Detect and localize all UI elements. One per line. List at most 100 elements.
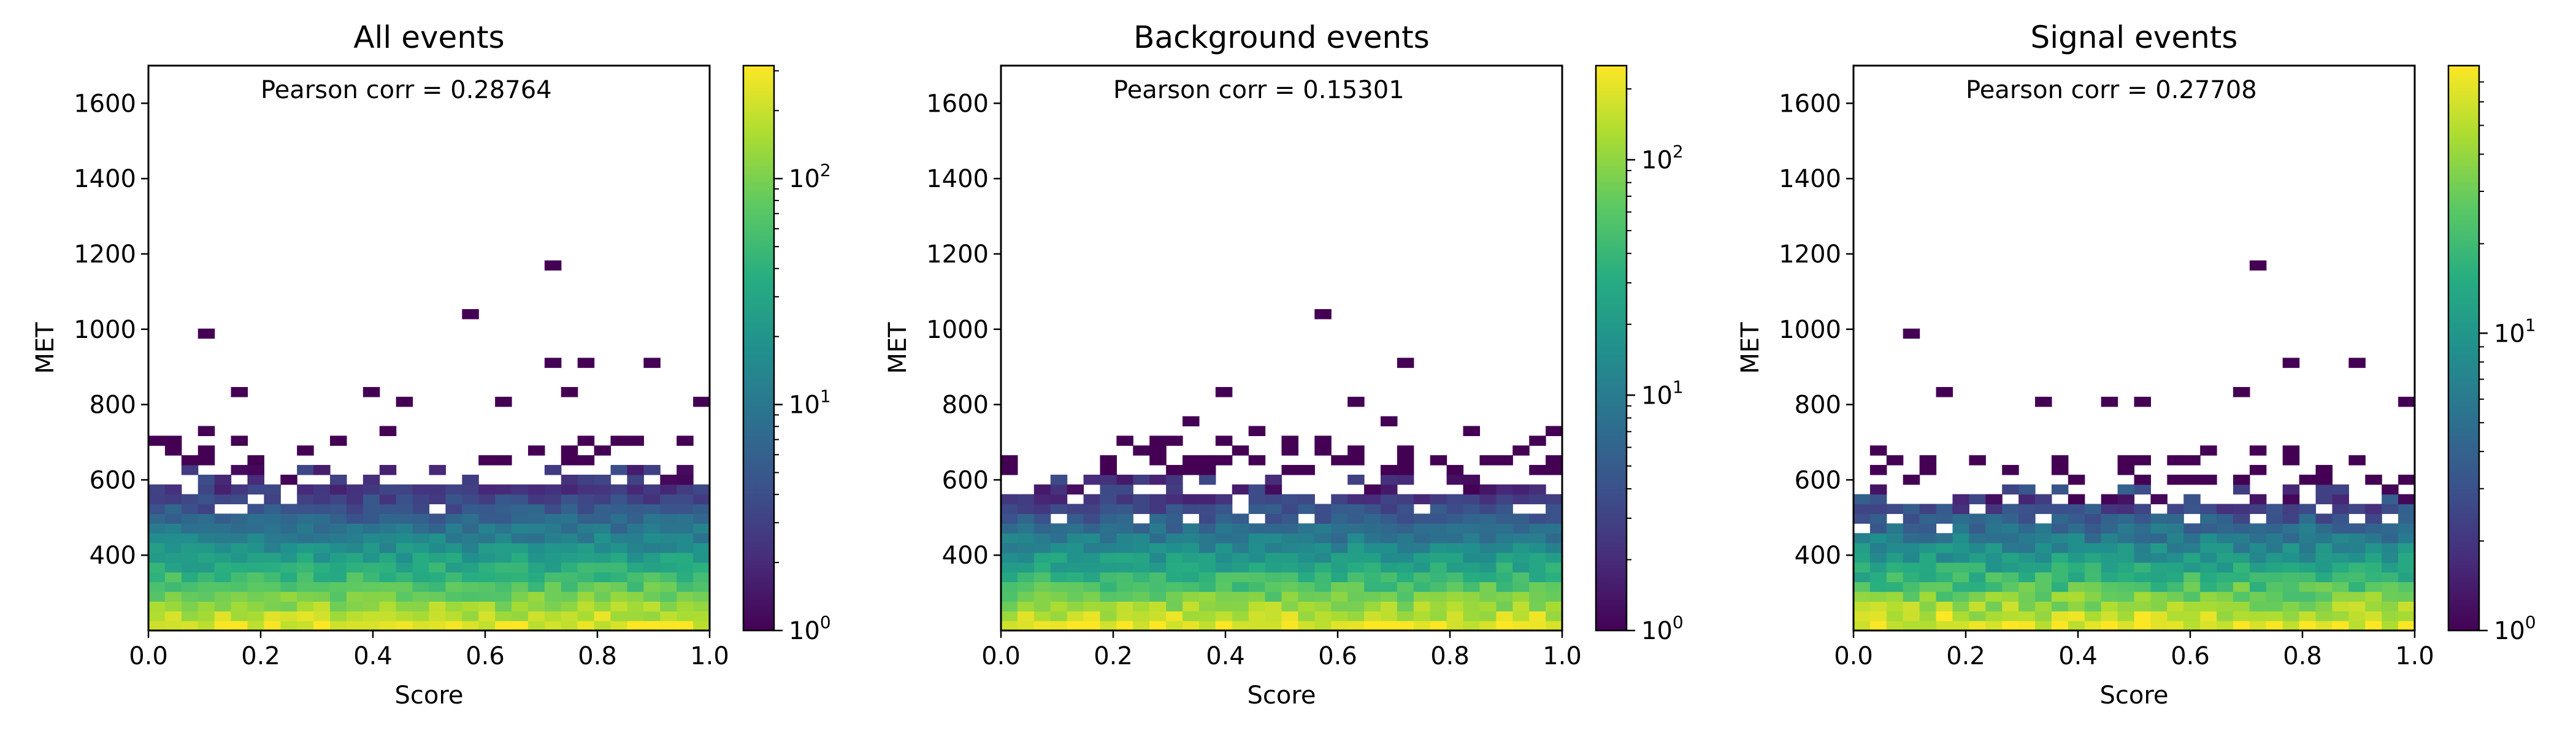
heatmap-cell	[1364, 572, 1381, 583]
heatmap-cells	[1001, 309, 1563, 631]
heatmap-cell	[1347, 445, 1365, 456]
heatmap-cell	[2282, 572, 2300, 583]
heatmap-cell	[2134, 474, 2152, 485]
heatmap-cell	[2249, 465, 2267, 475]
heatmap-cell	[1215, 581, 1233, 592]
heatmap-cell	[2299, 591, 2317, 602]
heatmap-cell	[1886, 523, 1904, 534]
heatmap-cell	[627, 591, 644, 602]
heatmap-cell	[2134, 601, 2152, 611]
heatmap-cell	[1298, 533, 1315, 543]
heatmap-cell	[1546, 494, 1563, 505]
heatmap-cell	[330, 543, 347, 553]
heatmap-cell	[2282, 543, 2300, 553]
heatmap-cell	[1347, 621, 1365, 631]
heatmap-cells	[148, 260, 710, 631]
heatmap-cell	[1100, 572, 1117, 583]
heatmap-cell	[2282, 552, 2300, 563]
heatmap-cell	[544, 552, 562, 563]
heatmap-cell	[1952, 513, 1969, 524]
heatmap-cell	[181, 611, 199, 621]
heatmap-cell	[1265, 601, 1282, 611]
heatmap-cell	[297, 543, 314, 553]
heatmap-cell	[1446, 591, 1464, 602]
heatmap-cell	[544, 494, 562, 505]
heatmap-cell	[1952, 543, 1969, 553]
heatmap-cell	[214, 572, 232, 583]
y-tick-label: 400	[1795, 542, 1841, 570]
heatmap-cell	[2183, 601, 2201, 611]
heatmap-cell	[2398, 572, 2415, 583]
heatmap-cell	[643, 581, 661, 592]
heatmap-cell	[2002, 484, 2019, 495]
heatmap-cell	[1331, 591, 1348, 602]
heatmap-cell	[2150, 562, 2168, 573]
heatmap-cell	[330, 572, 347, 583]
heatmap-cell	[1347, 474, 1365, 485]
heatmap-cell	[660, 533, 677, 543]
heatmap-cell	[1033, 611, 1051, 621]
heatmap-cell	[2249, 591, 2267, 602]
heatmap-cell	[2183, 504, 2201, 515]
heatmap-cell	[1166, 552, 1183, 563]
heatmap-cell	[1149, 445, 1167, 456]
heatmap-cell	[2018, 621, 2036, 631]
heatmap-cell	[1496, 484, 1513, 495]
heatmap-cell	[362, 572, 380, 583]
heatmap-cell	[1100, 601, 1117, 611]
heatmap-cell	[1397, 601, 1414, 611]
heatmap-cell	[1869, 611, 1887, 621]
heatmap-cell	[2315, 465, 2333, 475]
heatmap-cell	[2332, 543, 2349, 553]
heatmap-cell	[1050, 572, 1068, 583]
heatmap-cell	[1463, 474, 1481, 485]
heatmap-cell	[346, 533, 364, 543]
heatmap-cell	[2382, 523, 2399, 534]
heatmap-cell	[412, 552, 430, 563]
heatmap-cell	[1198, 601, 1216, 611]
heatmap-cell	[197, 611, 215, 621]
heatmap-cell	[2217, 572, 2234, 583]
heatmap-cell	[1183, 465, 1200, 475]
heatmap-cell	[1017, 572, 1035, 583]
heatmap-cell	[2167, 581, 2184, 592]
heatmap-cell	[577, 504, 595, 515]
heatmap-cell	[594, 581, 611, 592]
heatmap-cell	[610, 504, 628, 515]
heatmap-cell	[1050, 494, 1068, 505]
heatmap-cell	[148, 484, 166, 495]
heatmap-cell	[1952, 504, 1969, 515]
heatmap-cell	[1380, 552, 1398, 563]
heatmap-cell	[2150, 533, 2168, 543]
heatmap-cell	[313, 591, 331, 602]
x-tick-label: 0.8	[2283, 642, 2322, 670]
heatmap-cell	[1397, 611, 1414, 621]
heatmap-cell	[445, 572, 462, 583]
heatmap-cell	[2068, 581, 2085, 592]
heatmap-cell	[2134, 543, 2152, 553]
heatmap-cell	[247, 621, 264, 631]
heatmap-cell	[527, 552, 545, 563]
heatmap-cell	[362, 533, 380, 543]
y-tick-label: 1000	[1779, 316, 1841, 344]
heatmap-cell	[2134, 396, 2152, 407]
heatmap-cell	[1116, 435, 1133, 446]
heatmap-cell	[1265, 484, 1282, 495]
heatmap-cell	[2266, 601, 2283, 611]
heatmap-cell	[1546, 523, 1563, 534]
heatmap-cell	[1919, 591, 1937, 602]
heatmap-cell	[412, 591, 430, 602]
heatmap-cell	[2134, 621, 2152, 631]
heatmap-cell	[1479, 533, 1497, 543]
heatmap-cell	[1985, 494, 2003, 505]
heatmap-cell	[362, 523, 380, 534]
x-tick-label: 0.8	[578, 642, 617, 670]
heatmap-cell	[297, 601, 314, 611]
heatmap-cell	[1265, 552, 1282, 563]
heatmap-cell	[1198, 523, 1216, 534]
heatmap-cell	[2315, 484, 2333, 495]
heatmap-cell	[527, 543, 545, 553]
heatmap-cell	[445, 581, 462, 592]
heatmap-cell	[577, 358, 595, 368]
heatmap-cell	[495, 533, 512, 543]
